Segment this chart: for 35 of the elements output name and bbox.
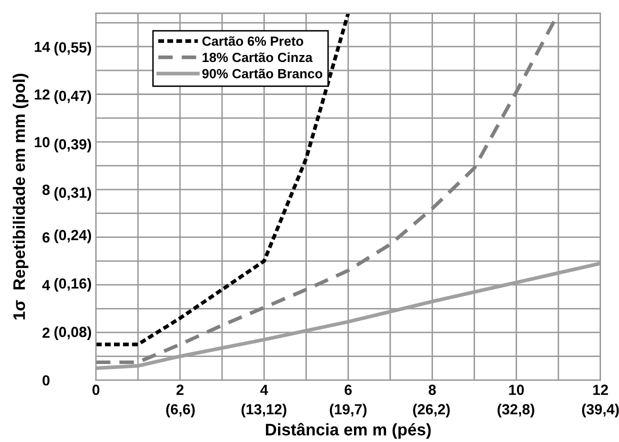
legend-label: 90% Cartão Branco [202,68,322,78]
y-tick-label: 12 [34,89,50,100]
y-tick-label: 10 [34,137,50,148]
y-tick-label: 4 [42,280,50,290]
x2-tick-label: (26,2) [413,404,450,418]
legend-label: 18% Cartão Cinza [202,52,313,62]
y-tick-label: 8 [42,184,50,195]
y2-tick-label: (0,31) [54,187,92,201]
y-tick-label: 6 [42,232,50,243]
line-series [96,13,560,364]
y-tick-label: 0 [42,375,50,386]
y2-tick-label: (0,24) [54,230,92,244]
y2-tick-label: (0,08) [54,326,92,340]
x-tick-label: 10 [509,384,524,395]
x-axis-title: Distância em m (pés) [266,422,431,439]
y2-tick-label: (0,55) [54,42,92,56]
x2-tick-label: (39,4) [582,404,619,418]
y-tick-label: 2 [42,328,50,338]
x-tick-label: 12 [593,384,608,395]
x-tick-label: 8 [428,384,436,395]
legend-label: Cartão 6% Preto [202,36,304,46]
x-tick-label: 2 [176,384,184,395]
x-tick-label: 6 [344,384,352,395]
x2-tick-label: (13,12) [242,404,286,418]
line-series [96,13,350,346]
y-axis-title: 1σ Repetibilidade em mm (pol) [12,74,28,320]
x-tick-label: 0 [92,384,100,395]
y2-tick-label: (0,39) [54,138,92,152]
x-tick-label: 4 [260,384,268,395]
x2-tick-label: (19,7) [330,404,367,418]
y2-tick-label: (0,47) [54,90,92,104]
y-tick-label: 14 [34,42,50,52]
y2-tick-label: (0,16) [54,278,92,292]
x2-tick-label: (32,8) [498,404,534,418]
x2-tick-label: (6,6) [166,404,195,418]
